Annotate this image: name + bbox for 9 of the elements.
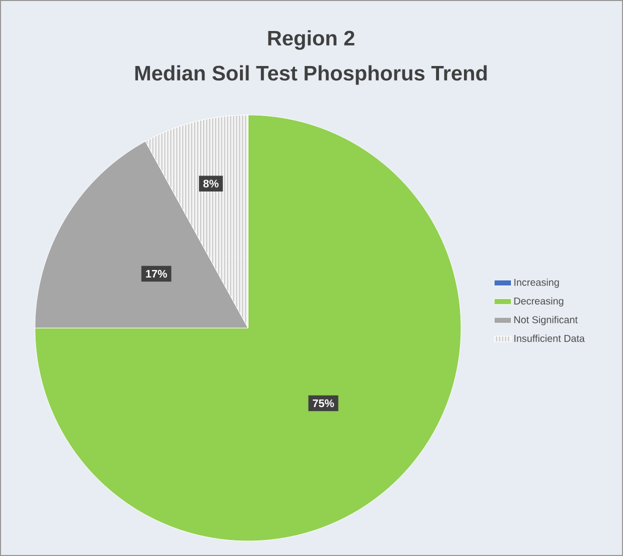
- legend-label: Insufficient Data: [514, 334, 585, 342]
- legend-label: Decreasing: [514, 297, 564, 307]
- data-label: 8%: [203, 180, 219, 188]
- legend-label: Not Significant: [514, 316, 578, 326]
- legend-label: Increasing: [514, 278, 559, 288]
- data-label: 75%: [312, 399, 334, 408]
- data-label: 17%: [146, 270, 168, 278]
- chart-subtitle: Median Soil Test Phosphorus Trend: [135, 65, 487, 85]
- chart-title: Region 2: [268, 30, 354, 50]
